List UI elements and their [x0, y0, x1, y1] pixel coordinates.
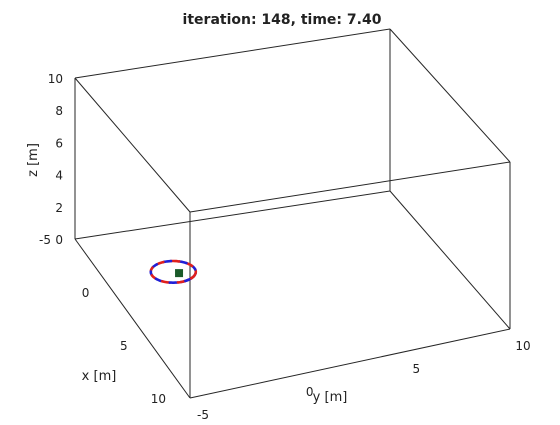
y-tick-label: 10: [515, 339, 530, 353]
box-edge: [75, 78, 190, 212]
x-tick-label: 5: [120, 339, 128, 353]
z-axis-label: z [m]: [26, 143, 41, 177]
box-edge: [390, 29, 510, 162]
x-tick-label: -5: [39, 233, 51, 247]
x-tick-label: 10: [151, 392, 166, 406]
x-axis-label: x [m]: [82, 369, 117, 384]
box-edge: [190, 162, 510, 212]
box-edge: [75, 191, 390, 239]
trajectory: [151, 261, 196, 283]
z-tick-label: 8: [55, 104, 63, 118]
z-tick-label: 4: [55, 169, 63, 183]
box-edge: [390, 191, 510, 329]
trajectory-segment: [191, 275, 195, 279]
current-position-marker: [175, 269, 183, 277]
box-edge: [75, 29, 390, 78]
box-edge: [190, 329, 510, 398]
z-tick-label: 10: [48, 72, 63, 86]
y-tick-label: 5: [413, 362, 421, 376]
chart-title: iteration: 148, time: 7.40: [183, 12, 382, 28]
y-axis-label: y [m]: [313, 390, 348, 405]
z-tick-label: 6: [55, 136, 63, 150]
y-tick-label: -5: [197, 408, 209, 420]
z-tick-label: 2: [55, 201, 63, 215]
z-tick-label: 0: [55, 233, 63, 247]
x-tick-label: 0: [82, 286, 90, 300]
bounding-box: [75, 29, 510, 398]
